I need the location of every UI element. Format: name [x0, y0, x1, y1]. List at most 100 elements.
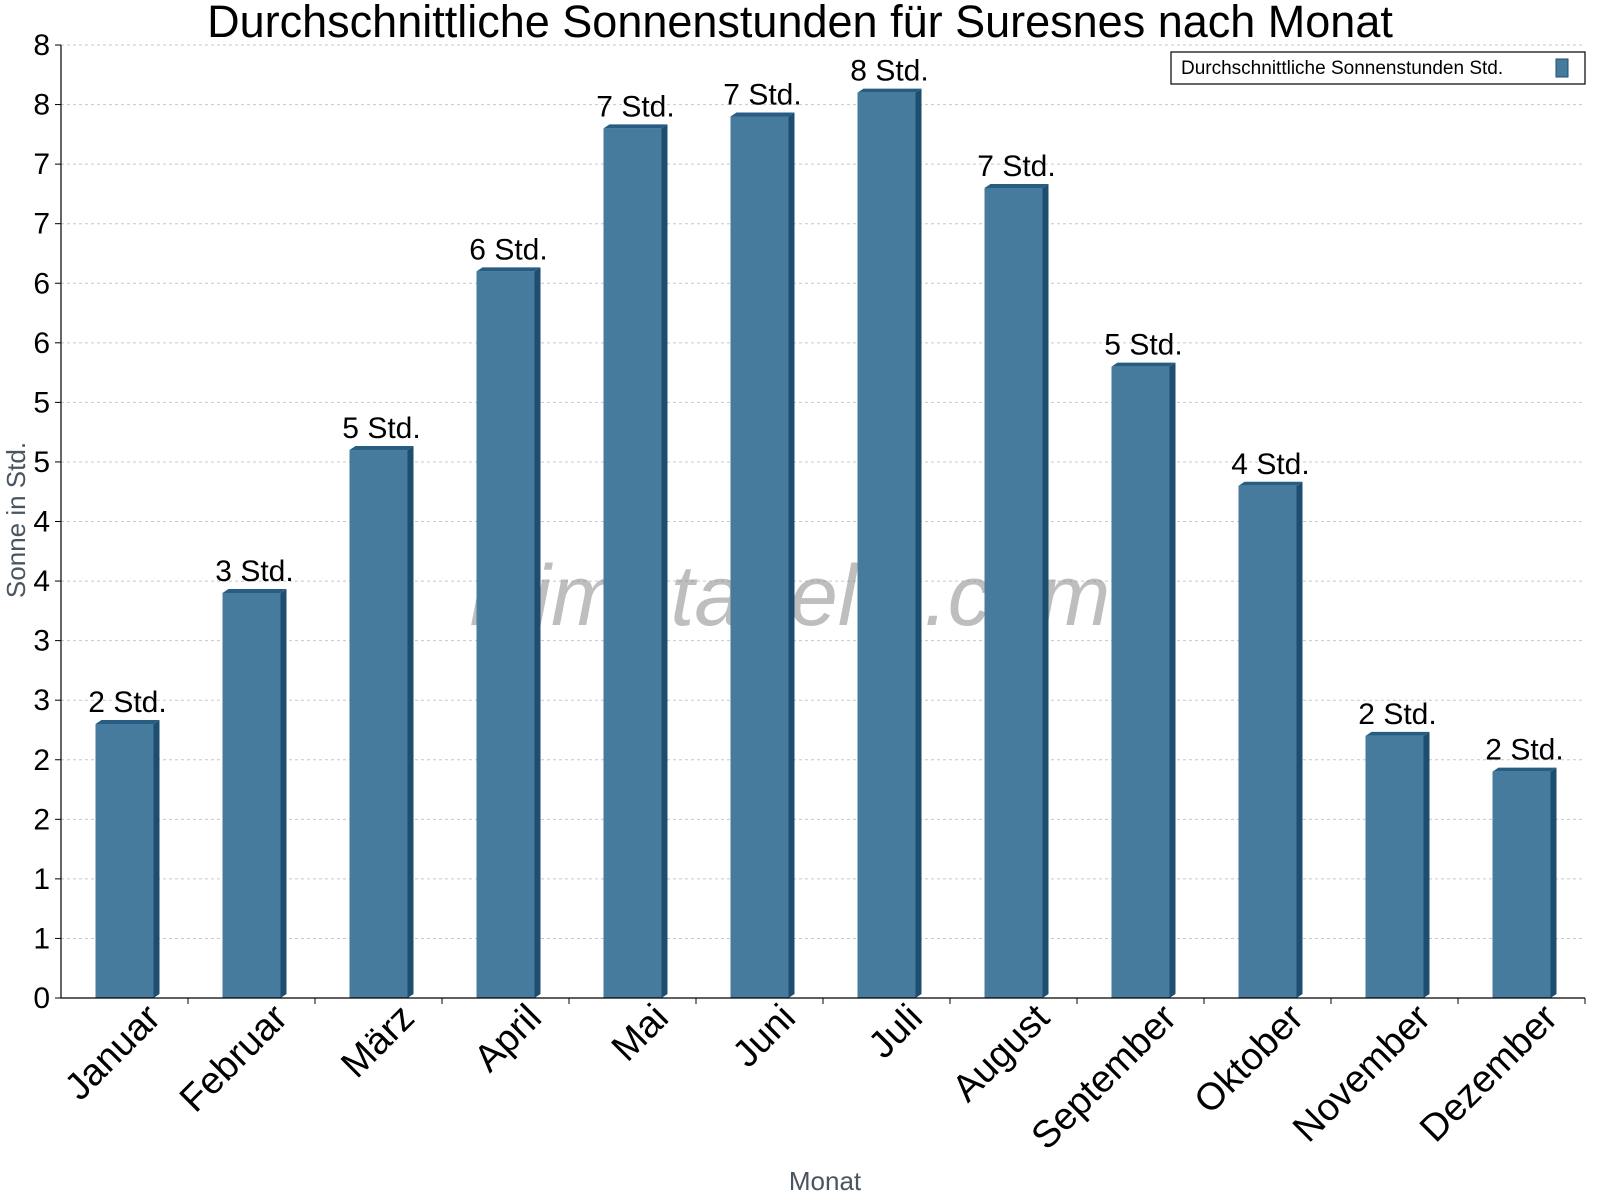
bar-top — [222, 588, 287, 593]
data-label: 2 Std. — [88, 686, 166, 719]
y-tick-label: 1 — [33, 863, 50, 896]
x-tick-label: Dezember — [1412, 996, 1566, 1150]
y-tick-label: 6 — [33, 267, 50, 300]
y-tick-label: 0 — [33, 982, 50, 1015]
bar-front — [857, 92, 916, 998]
bar-top — [1111, 362, 1176, 367]
bar-front — [603, 128, 662, 998]
y-tick-label: 5 — [33, 446, 50, 479]
bar-front — [984, 187, 1043, 998]
bar-top — [984, 183, 1049, 188]
bar-4 — [476, 267, 541, 998]
y-tick-label: 7 — [33, 208, 50, 241]
bar-12 — [1492, 767, 1557, 998]
y-tick-label: 3 — [33, 684, 50, 717]
bar-top — [730, 112, 795, 117]
legend: Durchschnittliche Sonnenstunden Std. — [1170, 51, 1586, 85]
data-label: 6 Std. — [469, 233, 547, 266]
bar-front — [476, 271, 535, 998]
y-tick-label: 1 — [33, 922, 50, 955]
y-tick-label: 6 — [33, 327, 50, 360]
bar-10 — [1238, 481, 1303, 998]
data-label: 4 Std. — [1231, 448, 1309, 481]
bar-top — [476, 267, 541, 272]
bar-front — [1492, 771, 1551, 998]
bar-side — [1296, 481, 1303, 998]
legend-swatch — [1555, 58, 1569, 78]
bars — [95, 88, 1557, 999]
x-tick-label: April — [466, 997, 549, 1080]
grid-lines — [61, 44, 1585, 939]
bar-top — [603, 124, 668, 129]
bar-top — [1492, 767, 1557, 772]
legend-box — [1170, 51, 1586, 85]
y-tick-label: 8 — [33, 29, 50, 62]
x-axis-ticks: Januar Februar März April Mai Juni Juli AugustS… — [57, 996, 1586, 1158]
bar-7 — [857, 88, 922, 998]
y-tick-label: 2 — [33, 744, 50, 777]
y-tick-label: 2 — [33, 803, 50, 836]
x-tick-label: November — [1285, 996, 1439, 1150]
bar-3 — [349, 446, 414, 998]
bar-side — [407, 446, 414, 998]
data-label: 2 Std. — [1358, 698, 1436, 731]
bar-side — [1169, 362, 1176, 998]
bar-1 — [95, 720, 160, 998]
bar-side — [1550, 767, 1557, 998]
legend-label: Durchschnittliche Sonnenstunden Std. — [1181, 58, 1503, 79]
bar-11 — [1365, 731, 1430, 998]
x-tick-label: Juli — [861, 997, 931, 1067]
x-tick-label: August — [945, 996, 1059, 1110]
bar-side — [788, 112, 795, 999]
bar-side — [661, 124, 668, 998]
data-label: 7 Std. — [977, 150, 1055, 183]
bar-front — [222, 592, 281, 998]
data-label: 8 Std. — [850, 55, 928, 88]
y-axis-ticks: 0 1 1 2 2 3 3 4 4 5 5 6 6 7 7 8 8 — [33, 29, 61, 1015]
bar-top — [95, 720, 160, 725]
x-tick-label: März — [333, 997, 422, 1086]
y-tick-label: 3 — [33, 625, 50, 658]
y-tick-label: 7 — [33, 148, 50, 181]
x-axis-label: Monat — [789, 1166, 862, 1196]
data-label: 7 Std. — [723, 78, 801, 111]
bar-front — [1238, 485, 1297, 998]
data-labels: 2 Std. 3 Std. 5 Std. 6 Std. 7 Std. 7 Std. 8 St… — [88, 55, 1563, 767]
x-tick-label: Mai — [604, 997, 677, 1070]
bar-front — [1365, 735, 1424, 998]
y-tick-label: 8 — [33, 89, 50, 122]
data-label: 2 Std. — [1485, 734, 1563, 767]
bar-6 — [730, 112, 795, 999]
bar-front — [95, 724, 154, 998]
bar-8 — [984, 183, 1049, 998]
x-tick-label: Juni — [725, 997, 804, 1076]
bar-front — [1111, 366, 1170, 998]
data-label: 5 Std. — [342, 412, 420, 445]
y-tick-label: 4 — [33, 506, 50, 539]
bar-side — [534, 267, 541, 998]
x-tick-label: Februar — [172, 996, 296, 1120]
data-label: 5 Std. — [1104, 329, 1182, 362]
data-label: 7 Std. — [596, 90, 674, 123]
chart-title: Durchschnittliche Sonnenstunden für Sure… — [207, 0, 1393, 47]
y-tick-label: 4 — [33, 565, 50, 598]
data-label: 3 Std. — [215, 555, 293, 588]
x-tick-label: Oktober — [1187, 996, 1313, 1122]
bar-9 — [1111, 362, 1176, 998]
bar-top — [349, 446, 414, 451]
bar-side — [1423, 731, 1430, 998]
y-tick-label: 5 — [33, 386, 50, 419]
bar-top — [857, 88, 922, 93]
bar-2 — [222, 588, 287, 998]
bar-top — [1365, 731, 1430, 736]
bar-top — [1238, 481, 1303, 486]
y-axis-label: Sonne in Std. — [1, 442, 31, 598]
bar-side — [915, 88, 922, 998]
bar-side — [153, 720, 160, 998]
bar-side — [1042, 183, 1049, 998]
bar-front — [730, 116, 789, 999]
bar-side — [280, 588, 287, 998]
bar-front — [349, 450, 408, 998]
